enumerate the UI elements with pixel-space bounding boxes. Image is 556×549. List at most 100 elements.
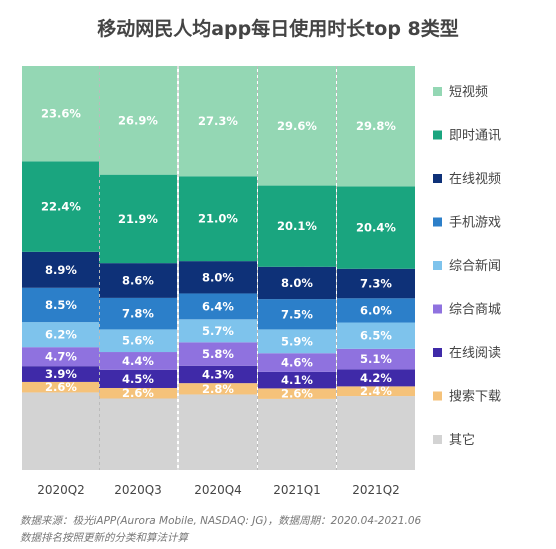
x-tick-label-2020Q4: 2020Q4 [194, 483, 242, 497]
data-label-2020Q4-在线视频: 8.0% [202, 270, 234, 284]
bar-segment-2020Q2-综合新闻 [22, 322, 100, 348]
bar-segment-2020Q4-手机游戏 [179, 293, 257, 320]
data-label-2020Q3-在线阅读: 4.5% [122, 372, 154, 386]
bar-segment-2021Q2-手机游戏 [337, 298, 415, 323]
data-label-2020Q4-即时通讯: 21.0% [198, 212, 238, 226]
bar-segment-2020Q3-搜索下载 [99, 387, 177, 399]
bar-segment-2020Q3-其它 [99, 398, 177, 470]
bar-segment-2020Q4-其它 [179, 394, 257, 470]
bar-segment-2020Q3-即时通讯 [99, 174, 177, 264]
data-label-2020Q4-综合新闻: 5.7% [202, 324, 234, 338]
data-label-2021Q2-综合新闻: 6.5% [360, 329, 392, 343]
data-label-2020Q4-在线阅读: 4.3% [202, 367, 234, 381]
bar-segment-2021Q2-在线阅读 [337, 369, 415, 387]
data-label-2020Q2-综合商城: 4.7% [45, 350, 77, 364]
bar-segment-2020Q2-综合商城 [22, 347, 100, 367]
legend-label-即时通讯: 即时通讯 [449, 129, 501, 144]
data-label-2021Q2-在线阅读: 4.2% [360, 371, 392, 385]
data-label-2020Q3-在线视频: 8.6% [122, 274, 154, 288]
data-label-2021Q2-搜索下载: 2.4% [360, 384, 392, 398]
bar-segment-2021Q1-综合商城 [258, 353, 336, 372]
data-label-2020Q4-综合商城: 5.8% [202, 347, 234, 361]
bar-segment-2021Q1-即时通讯 [258, 185, 336, 267]
legend-label-手机游戏: 手机游戏 [449, 216, 501, 231]
legend-swatch-即时通讯 [433, 130, 442, 140]
legend-label-综合商城: 综合商城 [449, 303, 501, 318]
bar-segment-2020Q3-短视频 [99, 66, 177, 175]
bar-segment-2021Q2-其它 [337, 396, 415, 470]
data-label-2020Q4-搜索下载: 2.8% [202, 382, 234, 396]
bar-segment-2020Q3-综合新闻 [99, 329, 177, 353]
bar-segment-2020Q2-其它 [22, 392, 100, 470]
legend-label-在线视频: 在线视频 [449, 172, 501, 187]
data-label-2021Q1-在线阅读: 4.1% [281, 373, 313, 387]
data-label-2020Q2-在线视频: 8.9% [45, 263, 77, 277]
bar-segment-2021Q2-综合商城 [337, 348, 415, 370]
data-label-2020Q2-综合新闻: 6.2% [45, 328, 77, 342]
data-label-2021Q1-综合商城: 4.6% [281, 356, 313, 370]
x-tick-label-2020Q3: 2020Q3 [114, 483, 162, 497]
data-label-2021Q2-即时通讯: 20.4% [356, 221, 396, 235]
bar-segment-2020Q4-综合商城 [179, 342, 257, 366]
legend-swatch-搜索下载 [433, 391, 442, 401]
bar-segment-2021Q1-在线阅读 [258, 371, 336, 389]
bar-segment-2021Q1-短视频 [258, 66, 336, 186]
legend-swatch-在线阅读 [433, 348, 442, 357]
bar-segment-2020Q2-短视频 [22, 66, 100, 162]
legend-label-综合新闻: 综合新闻 [449, 258, 501, 274]
data-label-2021Q2-综合商城: 5.1% [360, 352, 392, 366]
bar-segment-2021Q1-在线视频 [258, 266, 336, 300]
data-label-2020Q3-即时通讯: 21.9% [118, 212, 158, 226]
bar-segment-2020Q3-综合商城 [99, 352, 177, 370]
data-label-2021Q2-手机游戏: 6.0% [360, 303, 392, 317]
data-label-2020Q2-短视频: 23.6% [41, 107, 81, 121]
data-label-2020Q2-搜索下载: 2.6% [45, 380, 77, 394]
bar-segment-2021Q2-即时通讯 [337, 186, 415, 269]
bar-segment-2020Q2-手机游戏 [22, 287, 100, 323]
data-label-2020Q3-搜索下载: 2.6% [122, 386, 154, 400]
bar-segment-2021Q2-搜索下载 [337, 386, 415, 397]
bar-segment-2020Q4-搜索下载 [179, 383, 257, 395]
data-label-2020Q2-在线阅读: 3.9% [45, 367, 77, 381]
source-note: 数据来源：极光iAPP(Aurora Mobile, NASDAQ: JG)，数… [20, 515, 422, 527]
bar-segment-2020Q2-搜索下载 [22, 381, 100, 393]
bar-segment-2021Q2-在线视频 [337, 268, 415, 299]
bar-segment-2021Q1-搜索下载 [258, 388, 336, 399]
chart-title: 移动网民人均app每日使用时长top 8类型 [97, 18, 459, 40]
bar-segment-2020Q3-手机游戏 [99, 297, 177, 330]
bar-segment-2020Q2-在线视频 [22, 251, 100, 288]
bar-segment-2020Q4-即时通讯 [179, 176, 257, 262]
bar-segment-2020Q4-在线阅读 [179, 365, 257, 384]
data-label-2020Q3-短视频: 26.9% [118, 113, 158, 127]
data-label-2021Q1-即时通讯: 20.1% [277, 219, 317, 233]
data-label-2021Q1-搜索下载: 2.6% [281, 387, 313, 401]
data-label-2020Q3-综合商城: 4.4% [122, 354, 154, 368]
data-label-2021Q1-短视频: 29.6% [277, 119, 317, 133]
data-label-2020Q3-综合新闻: 5.6% [122, 334, 154, 348]
legend-label-在线阅读: 在线阅读 [449, 346, 501, 361]
data-label-2021Q1-综合新闻: 5.9% [281, 334, 313, 348]
legend-label-搜索下载: 搜索下载 [449, 390, 501, 405]
bar-segment-2020Q2-即时通讯 [22, 161, 100, 252]
data-label-2021Q1-手机游戏: 7.5% [281, 307, 313, 321]
legend-swatch-其它 [433, 435, 442, 444]
bar-segment-2020Q4-综合新闻 [179, 319, 257, 343]
data-label-2020Q4-短视频: 27.3% [198, 114, 238, 128]
bar-segment-2021Q1-手机游戏 [258, 299, 336, 330]
legend-label-短视频: 短视频 [449, 85, 488, 100]
method-note: 数据排名按照更新的分类和算法计算 [20, 532, 188, 544]
legend-label-其它: 其它 [449, 432, 475, 448]
data-label-2020Q2-手机游戏: 8.5% [45, 298, 77, 312]
data-label-2021Q2-短视频: 29.8% [356, 119, 396, 133]
bar-segment-2020Q2-在线阅读 [22, 366, 100, 382]
data-label-2021Q2-在线视频: 7.3% [360, 277, 392, 291]
data-label-2021Q1-在线视频: 8.0% [281, 276, 313, 290]
legend-swatch-综合新闻 [433, 261, 442, 270]
bar-segment-2021Q2-短视频 [337, 66, 415, 187]
x-tick-label-2021Q2: 2021Q2 [352, 483, 400, 497]
legend-swatch-手机游戏 [433, 217, 442, 227]
bar-segment-2020Q4-短视频 [179, 66, 257, 177]
legend-swatch-综合商城 [433, 304, 442, 314]
